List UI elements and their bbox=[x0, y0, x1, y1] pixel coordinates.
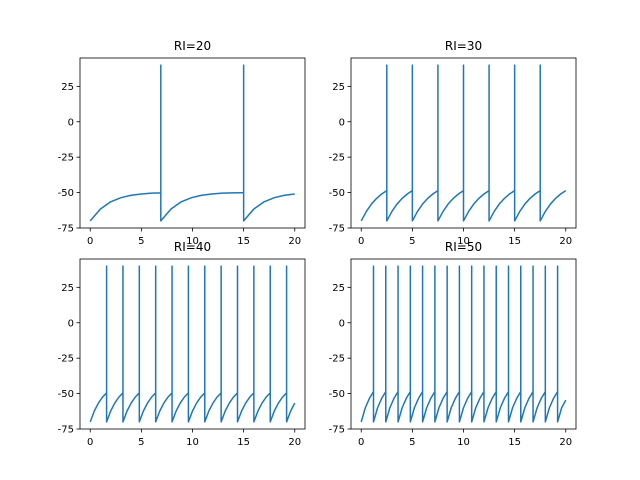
y-tick-label: -75 bbox=[58, 425, 74, 436]
subplot-title: RI=50 bbox=[445, 240, 482, 254]
x-tick-label: 0 bbox=[358, 236, 364, 247]
x-tick-label: 10 bbox=[186, 236, 199, 247]
y-tick-label: 25 bbox=[332, 82, 345, 93]
y-tick-label: -75 bbox=[329, 224, 345, 235]
x-tick-label: 0 bbox=[87, 236, 93, 247]
subplot-2: 0 5 10 15 20 -75 -50 -25 0 25 RI=30 bbox=[329, 39, 577, 247]
x-tick-label: 5 bbox=[409, 437, 415, 448]
subplot-3: 0 5 10 15 20 -75 -50 -25 0 25 RI=40 bbox=[58, 240, 306, 448]
y-tick-label: 0 bbox=[339, 318, 345, 329]
y-tick-label: -25 bbox=[329, 354, 345, 365]
subplot-title: RI=30 bbox=[445, 39, 482, 53]
x-tick-label: 0 bbox=[358, 437, 364, 448]
x-tick-label: 20 bbox=[288, 236, 301, 247]
series-line-1 bbox=[89, 265, 296, 423]
axes-frame bbox=[79, 57, 306, 229]
subplot-4: 0 5 10 15 20 -75 -50 -25 0 25 RI=50 bbox=[329, 240, 577, 448]
x-tick-label: 5 bbox=[138, 437, 144, 448]
y-tick-label: 25 bbox=[332, 283, 345, 294]
x-tick-label: 15 bbox=[237, 236, 250, 247]
x-tick-label: 10 bbox=[457, 236, 470, 247]
x-tick-label: 20 bbox=[559, 437, 572, 448]
subplot-title: RI=20 bbox=[174, 39, 211, 53]
y-tick-label: 0 bbox=[339, 117, 345, 128]
x-tick-label: 20 bbox=[288, 437, 301, 448]
y-tick-label: -25 bbox=[58, 354, 74, 365]
y-tick-label: -75 bbox=[58, 224, 74, 235]
y-tick-label: 0 bbox=[68, 117, 74, 128]
y-tick-label: 0 bbox=[68, 318, 74, 329]
x-tick-label: 10 bbox=[186, 437, 199, 448]
y-tick-label: -50 bbox=[58, 389, 74, 400]
x-tick-label: 5 bbox=[409, 236, 415, 247]
y-tick-label: -25 bbox=[58, 153, 74, 164]
y-tick-label: 25 bbox=[61, 283, 74, 294]
y-tick-label: -50 bbox=[329, 389, 345, 400]
series-line-1 bbox=[89, 64, 295, 222]
x-tick-label: 20 bbox=[559, 236, 572, 247]
y-tick-label: -75 bbox=[329, 425, 345, 436]
y-tick-label: -50 bbox=[329, 188, 345, 199]
axes-frame bbox=[350, 258, 577, 430]
subplot-1: 0 5 10 15 20 -75 -50 -25 0 25 RI=20 bbox=[58, 39, 306, 247]
x-tick-label: 0 bbox=[87, 437, 93, 448]
y-tick-label: 25 bbox=[61, 82, 74, 93]
series-line-1 bbox=[360, 64, 567, 222]
x-tick-label: 10 bbox=[457, 437, 470, 448]
x-tick-label: 15 bbox=[237, 437, 250, 448]
x-tick-label: 15 bbox=[508, 236, 521, 247]
subplot-title: RI=40 bbox=[174, 240, 211, 254]
y-tick-label: -25 bbox=[329, 153, 345, 164]
x-tick-label: 15 bbox=[508, 437, 521, 448]
y-tick-label: -50 bbox=[58, 188, 74, 199]
x-tick-label: 5 bbox=[138, 236, 144, 247]
series-line-1 bbox=[360, 265, 567, 423]
